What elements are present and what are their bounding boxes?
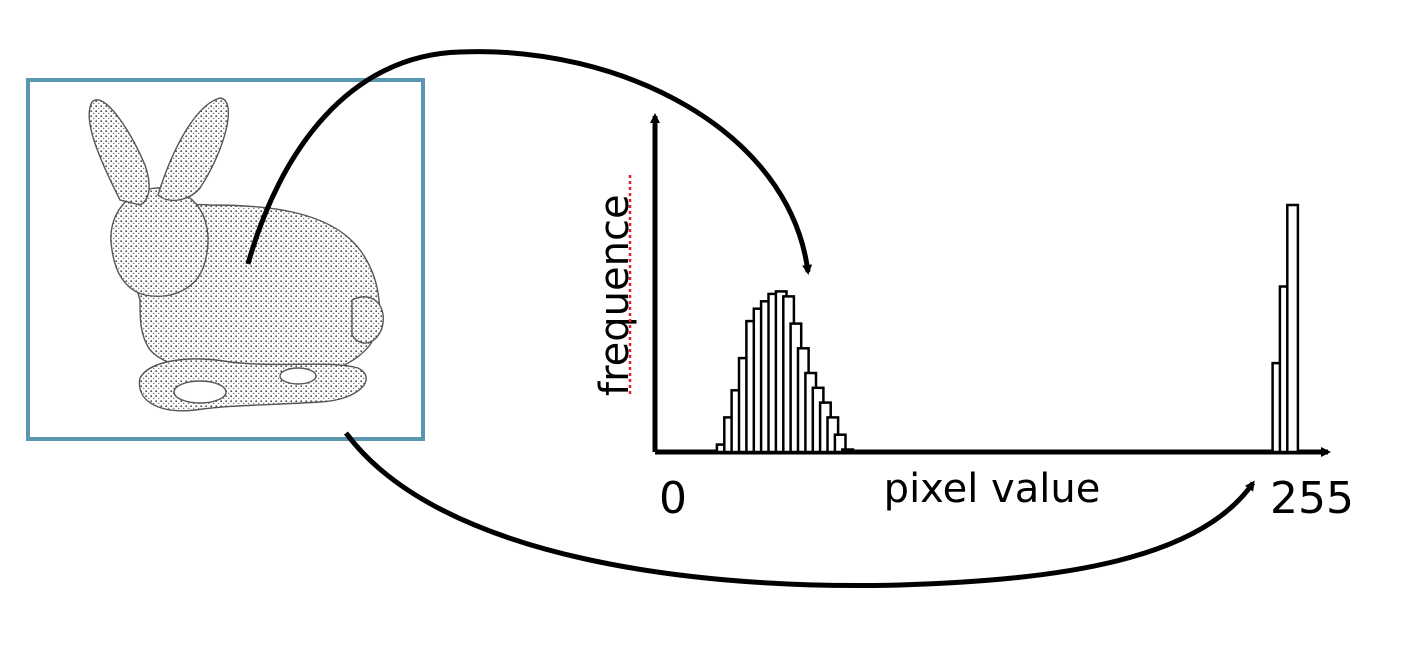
bunny-image-panel bbox=[26, 78, 425, 441]
x-tick-label-min: 0 bbox=[659, 473, 687, 524]
x-axis-label: pixel value bbox=[884, 466, 1101, 512]
histogram-bar-17 bbox=[841, 448, 855, 454]
histogram-bar-16 bbox=[833, 433, 847, 454]
histogram-bar-20 bbox=[1286, 203, 1300, 454]
histogram-bars bbox=[715, 203, 1300, 454]
x-tick-label-max: 255 bbox=[1270, 473, 1354, 524]
stanford-bunny-icon bbox=[88, 97, 384, 412]
arrow-background-to-255 bbox=[343, 431, 1256, 588]
arrow-body-to-midtones bbox=[245, 49, 813, 275]
